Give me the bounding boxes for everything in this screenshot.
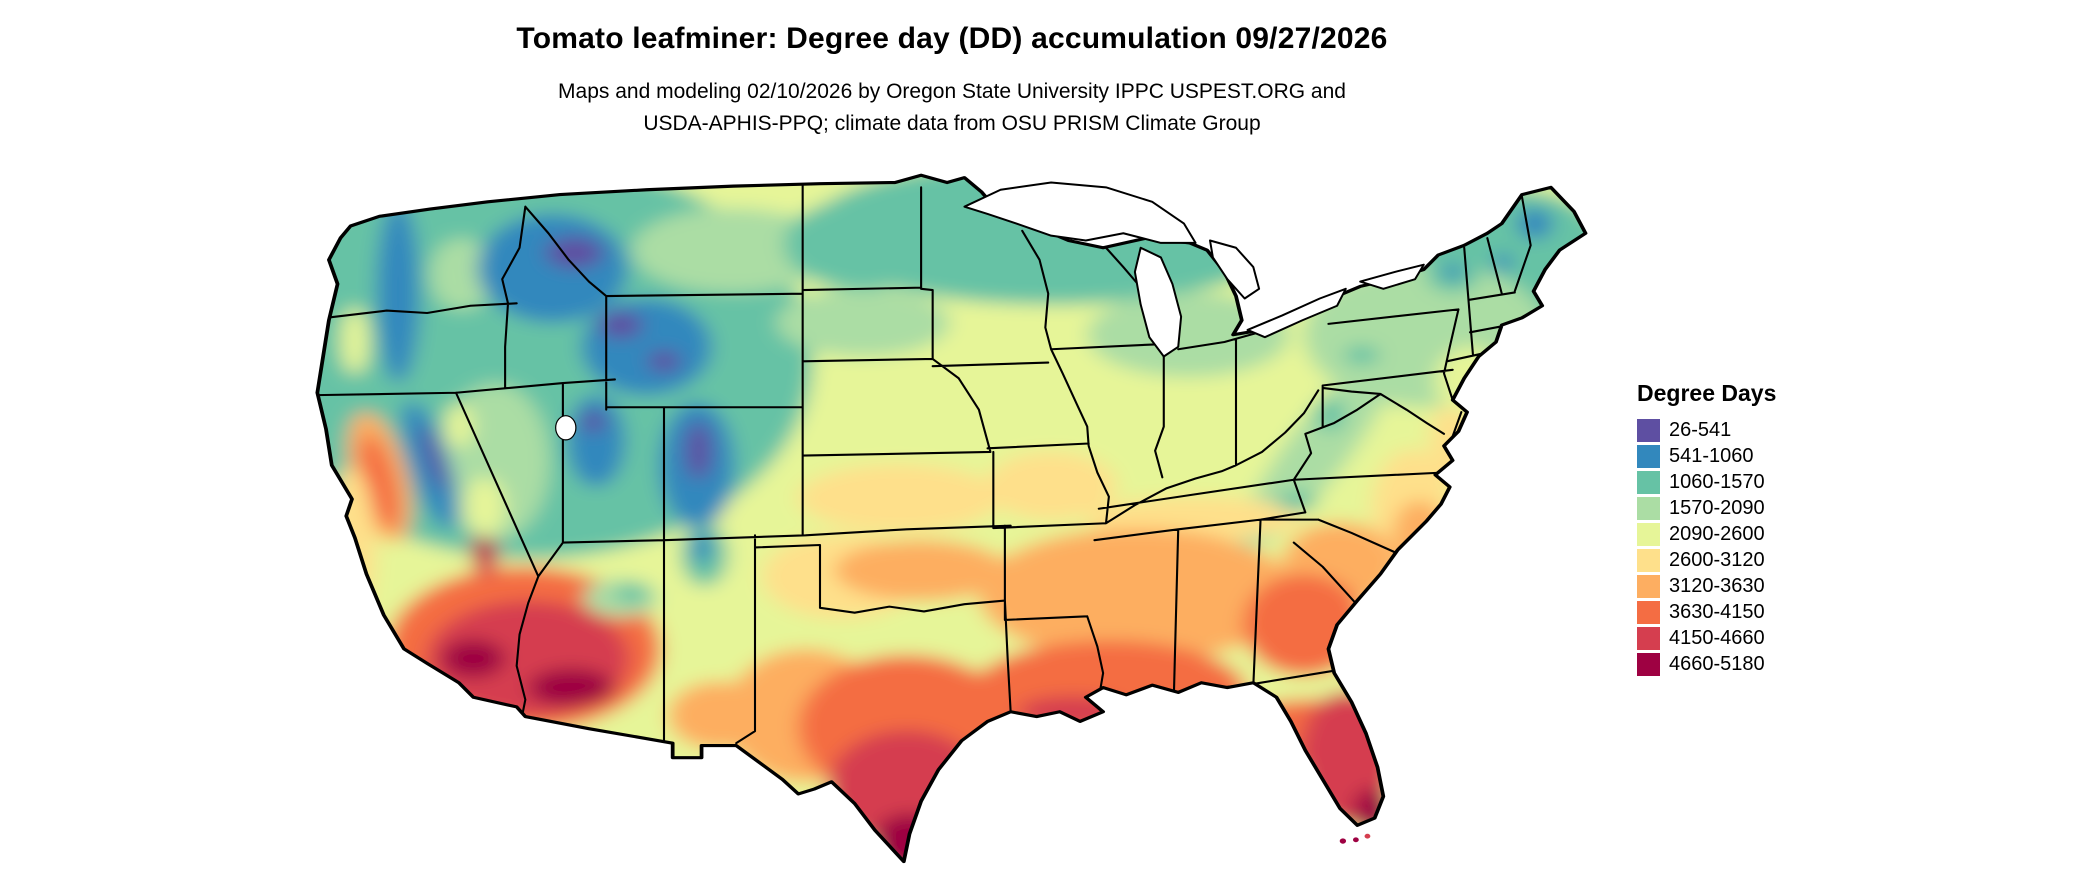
legend-title: Degree Days [1637, 380, 1777, 406]
legend-label: 1060-1570 [1669, 470, 1765, 493]
us-map-svg [314, 173, 1588, 864]
great-lakes [556, 183, 1424, 440]
subtitle-line-2: USDA-APHIS-PPQ; climate data from OSU PR… [643, 112, 1261, 136]
us-degree-day-map [300, 168, 1600, 893]
legend-row: 1570-2090 [1637, 495, 1776, 521]
legend-row: 26-541 [1637, 417, 1776, 443]
legend-swatch [1637, 418, 1660, 442]
legend-swatch [1637, 470, 1660, 494]
legend-label: 1570-2090 [1669, 496, 1765, 519]
legend-row: 3120-3630 [1637, 573, 1776, 599]
legend-row: 2600-3120 [1637, 547, 1776, 573]
lake-erie [1248, 289, 1346, 337]
page-title: Tomato leafminer: Degree day (DD) accumu… [516, 22, 1388, 55]
legend-swatch [1637, 574, 1660, 598]
subtitle-line-1: Maps and modeling 02/10/2026 by Oregon S… [558, 80, 1346, 103]
legend: Degree Days 26-541 541-1060 1060-1570 1570-… [1637, 380, 1776, 677]
legend-row: 4660-5180 [1637, 651, 1776, 677]
legend-label: 26-541 [1669, 418, 1732, 441]
lake-superior [964, 183, 1195, 243]
lake-ontario [1360, 265, 1424, 289]
legend-entries: 26-541 541-1060 1060-1570 1570-2090 2090-260… [1637, 417, 1776, 677]
legend-label: 2090-2600 [1669, 522, 1765, 545]
legend-swatch [1637, 444, 1660, 468]
legend-label: 2600-3120 [1669, 548, 1765, 571]
legend-swatch [1637, 496, 1660, 520]
legend-row: 1060-1570 [1637, 469, 1776, 495]
legend-label: 4660-5180 [1669, 652, 1765, 675]
legend-swatch [1637, 626, 1660, 650]
legend-row: 541-1060 [1637, 443, 1776, 469]
great-salt-lake [556, 416, 576, 440]
state-borders [314, 185, 1530, 746]
legend-row: 3630-4150 [1637, 599, 1776, 625]
legend-label: 541-1060 [1669, 444, 1754, 467]
legend-label: 3120-3630 [1669, 574, 1765, 597]
header: Tomato leafminer: Degree day (DD) accumu… [0, 22, 1904, 143]
legend-swatch [1637, 522, 1660, 546]
lake-huron [1210, 241, 1259, 299]
legend-row: 2090-2600 [1637, 521, 1776, 547]
legend-swatch [1637, 600, 1660, 624]
legend-label: 3630-4150 [1669, 600, 1765, 623]
florida-keys [1339, 833, 1371, 844]
legend-swatch [1637, 548, 1660, 572]
legend-row: 4150-4660 [1637, 625, 1776, 651]
legend-swatch [1637, 652, 1660, 676]
lake-michigan [1135, 248, 1181, 357]
legend-label: 4150-4660 [1669, 626, 1765, 649]
